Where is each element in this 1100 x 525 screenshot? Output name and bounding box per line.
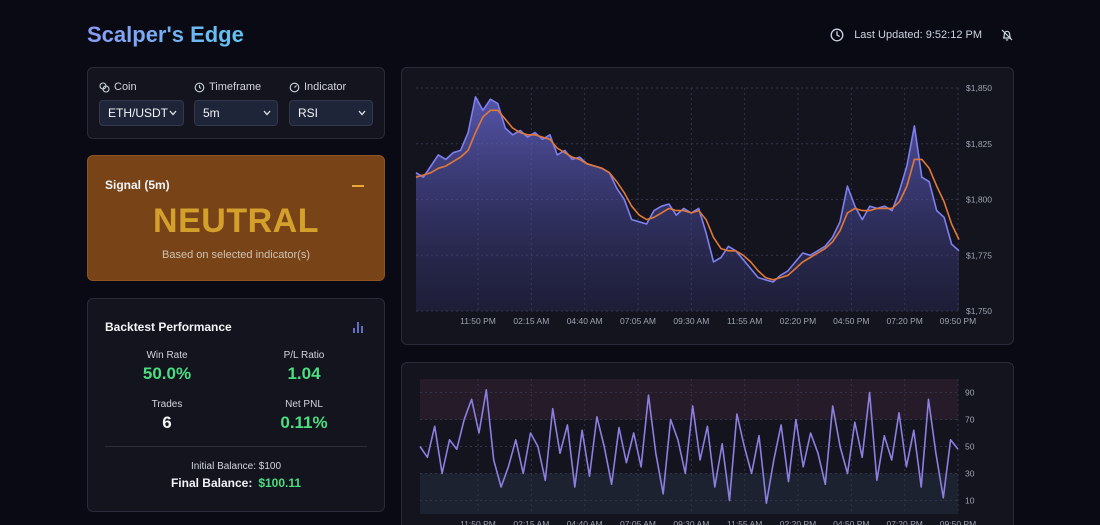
x-tick-label: 04:40 AM bbox=[567, 316, 603, 326]
chevron-down-icon bbox=[358, 110, 366, 116]
x-tick-label: 11:50 PM bbox=[460, 519, 496, 525]
app-title: Scalper's Edge bbox=[87, 22, 244, 47]
indicator-label: Indicator bbox=[289, 80, 373, 94]
final-balance: Final Balance: $100.11 bbox=[88, 476, 384, 490]
x-tick-label: 04:40 AM bbox=[567, 519, 603, 525]
coin-selector-group: Coin ETH/USDT bbox=[99, 80, 184, 126]
win-rate-stat: Win Rate 50.0% bbox=[107, 350, 227, 384]
price-chart[interactable]: $1,850 $1,825 $1,800 $1,775 $1,750 11:50 PM 02… bbox=[402, 68, 1015, 346]
clock-icon bbox=[830, 28, 844, 42]
final-balance-value: $100.11 bbox=[258, 476, 302, 490]
net-pnl-stat: Net PNL 0.11% bbox=[244, 399, 364, 433]
rsi-chart-panel: 90 70 50 30 10 11:50 PM 02:15 AM 04:40 AM 07:05 … bbox=[401, 362, 1014, 525]
coin-label: Coin bbox=[99, 80, 184, 94]
header-status: Last Updated: 9:52:12 PM bbox=[830, 28, 1014, 42]
x-tick-label: 09:50 PM bbox=[940, 316, 976, 326]
rsi-band bbox=[420, 379, 958, 420]
y-tick-label: 90 bbox=[965, 388, 975, 398]
y-tick-label: 10 bbox=[965, 496, 975, 506]
x-tick-label: 09:30 AM bbox=[673, 316, 709, 326]
bell-off-icon bbox=[1001, 29, 1013, 41]
chevron-down-icon bbox=[263, 110, 271, 116]
net-pnl-label: Net PNL bbox=[285, 399, 323, 410]
win-rate-value: 50.0% bbox=[142, 364, 192, 383]
y-tick-label: $1,750 bbox=[966, 306, 992, 316]
x-tick-label: 02:20 PM bbox=[780, 519, 816, 525]
x-tick-label: 07:05 AM bbox=[620, 519, 656, 525]
signal-value: NEUTRAL bbox=[153, 202, 319, 240]
x-tick-label: 07:20 PM bbox=[886, 316, 922, 326]
final-balance-label: Final Balance: bbox=[170, 476, 253, 490]
selector-panel: Coin ETH/USDT Timeframe 5m Indicator bbox=[87, 67, 385, 139]
x-tick-label: 07:05 AM bbox=[620, 316, 656, 326]
notifications-toggle[interactable] bbox=[1000, 28, 1014, 42]
backtest-title: Backtest Performance bbox=[105, 320, 232, 334]
signal-title: Signal (5m) bbox=[105, 178, 170, 192]
price-chart-panel: $1,850 $1,825 $1,800 $1,775 $1,750 11:50 PM 02… bbox=[401, 67, 1014, 345]
x-tick-label: 11:55 AM bbox=[727, 316, 762, 326]
indicator-label-text: Indicator bbox=[304, 81, 347, 93]
pl-ratio-label: P/L Ratio bbox=[283, 350, 325, 361]
coins-icon bbox=[99, 81, 110, 93]
y-tick-label: $1,775 bbox=[966, 250, 992, 260]
x-tick-label: 02:15 AM bbox=[513, 316, 549, 326]
x-tick-label: 11:55 AM bbox=[727, 519, 762, 525]
backtest-card: Backtest Performance Win Rate 50.0% P/L … bbox=[87, 298, 385, 512]
x-tick-label: 07:20 PM bbox=[886, 519, 922, 525]
clock-icon bbox=[194, 82, 205, 92]
y-tick-label: 30 bbox=[965, 469, 975, 479]
trades-label: Trades bbox=[151, 399, 183, 410]
x-tick-label: 02:15 AM bbox=[513, 519, 549, 525]
x-tick-label: 09:30 AM bbox=[673, 519, 709, 525]
moving-average-line bbox=[415, 109, 960, 281]
timeframe-select-value: 5m bbox=[203, 106, 220, 120]
indicator-select-value: RSI bbox=[298, 106, 319, 120]
win-rate-label: Win Rate bbox=[146, 350, 188, 361]
y-tick-label: 50 bbox=[965, 442, 975, 452]
timeframe-selector-group: Timeframe 5m bbox=[194, 80, 278, 126]
pl-ratio-value: 1.04 bbox=[287, 364, 321, 383]
x-tick-label: 04:50 PM bbox=[833, 519, 869, 525]
net-pnl-value: 0.11% bbox=[280, 413, 328, 432]
rsi-chart[interactable]: 90 70 50 30 10 11:50 PM 02:15 AM 04:40 AM 07:05 … bbox=[402, 363, 1015, 525]
coin-select-value: ETH/USDT bbox=[108, 106, 168, 120]
gauge-icon bbox=[289, 82, 300, 92]
rsi-line bbox=[419, 388, 959, 504]
timeframe-label-text: Timeframe bbox=[209, 81, 262, 93]
divider bbox=[105, 446, 367, 447]
y-tick-label: $1,800 bbox=[966, 195, 992, 205]
y-tick-label: $1,825 bbox=[966, 139, 992, 149]
last-updated-text: Last Updated: 9:52:12 PM bbox=[854, 29, 982, 41]
x-tick-label: 11:50 PM bbox=[460, 316, 496, 326]
indicator-select[interactable]: RSI bbox=[289, 100, 373, 126]
x-tick-label: 09:50 PM bbox=[940, 519, 976, 525]
x-tick-label: 04:50 PM bbox=[833, 316, 869, 326]
y-tick-label: $1,850 bbox=[966, 83, 992, 93]
initial-balance: Initial Balance: $100 bbox=[190, 461, 282, 472]
trades-stat: Trades 6 bbox=[107, 399, 227, 433]
chevron-down-icon bbox=[169, 110, 177, 116]
minus-icon bbox=[352, 185, 364, 187]
bar-chart-icon bbox=[353, 322, 363, 333]
price-area bbox=[416, 96, 959, 312]
signal-card: Signal (5m) NEUTRAL Based on selected in… bbox=[87, 155, 385, 281]
trades-value: 6 bbox=[162, 413, 172, 432]
x-tick-label: 02:20 PM bbox=[780, 316, 816, 326]
y-tick-label: 70 bbox=[965, 415, 975, 425]
timeframe-select[interactable]: 5m bbox=[194, 100, 278, 126]
coin-label-text: Coin bbox=[114, 81, 137, 93]
pl-ratio-stat: P/L Ratio 1.04 bbox=[244, 350, 364, 384]
signal-subtitle: Based on selected indicator(s) bbox=[162, 249, 310, 261]
coin-select[interactable]: ETH/USDT bbox=[99, 100, 184, 126]
rsi-band bbox=[420, 473, 958, 514]
indicator-selector-group: Indicator RSI bbox=[289, 80, 373, 126]
timeframe-label: Timeframe bbox=[194, 80, 278, 94]
price-line bbox=[415, 96, 960, 283]
